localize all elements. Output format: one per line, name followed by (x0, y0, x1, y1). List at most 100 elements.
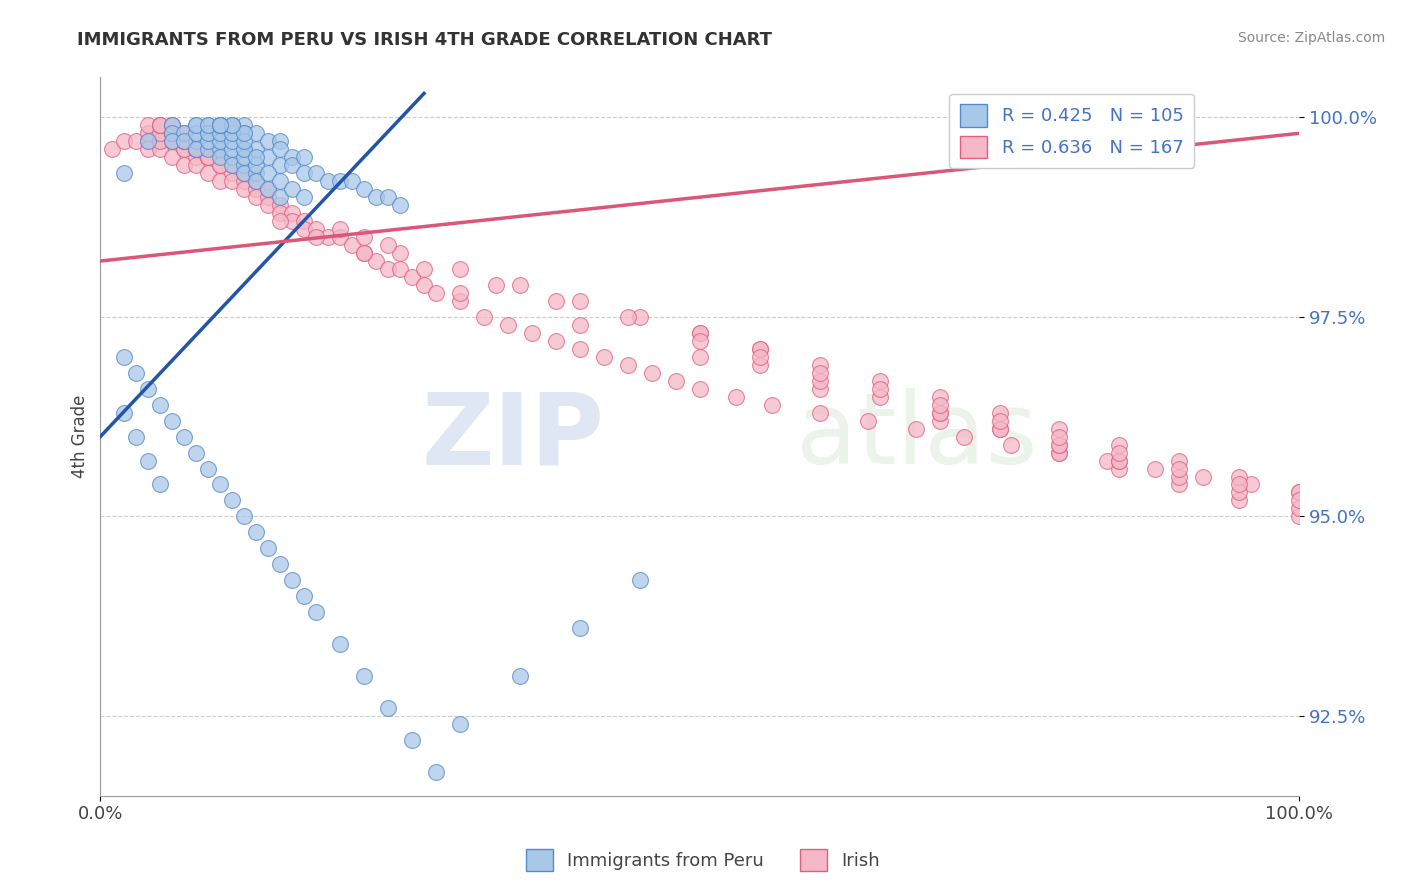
Point (748, 342, 770, 356)
Point (186, 142, 208, 156)
Point (186, 158, 208, 172)
Point (173, 134, 195, 148)
Point (101, 142, 124, 156)
Point (808, 358, 831, 372)
Point (628, 574, 651, 588)
Point (257, 198, 280, 212)
Point (808, 406, 831, 420)
Point (353, 230, 375, 244)
Point (305, 166, 328, 180)
Point (173, 134, 195, 148)
Point (162, 134, 184, 148)
Point (197, 119, 219, 133)
Point (125, 134, 148, 148)
Point (162, 414, 184, 428)
Point (245, 174, 267, 188)
Point (197, 134, 219, 148)
Point (233, 166, 256, 180)
Point (186, 150, 208, 164)
Text: ZIP: ZIP (420, 388, 603, 485)
Point (209, 150, 232, 164)
Point (568, 342, 591, 356)
Point (245, 150, 267, 164)
Point (149, 119, 172, 133)
Point (329, 222, 352, 236)
Point (904, 422, 927, 436)
Point (173, 134, 195, 148)
Point (269, 158, 291, 172)
Point (425, 764, 447, 779)
Point (112, 134, 135, 148)
Point (761, 398, 783, 412)
Point (485, 277, 508, 292)
Point (1288, 509, 1310, 524)
Legend: R = 0.425   N = 105, R = 0.636   N = 167: R = 0.425 N = 105, R = 0.636 N = 167 (949, 94, 1194, 169)
Point (329, 637, 352, 651)
Point (1240, 477, 1263, 491)
Point (592, 350, 614, 364)
Point (162, 119, 184, 133)
Point (292, 190, 315, 204)
Point (353, 246, 375, 260)
Point (1108, 453, 1130, 467)
Point (292, 589, 315, 603)
Point (869, 390, 891, 404)
Point (136, 382, 159, 396)
Point (689, 326, 711, 340)
Point (186, 142, 208, 156)
Point (808, 374, 831, 388)
Point (162, 126, 184, 140)
Point (221, 158, 243, 172)
Point (149, 119, 172, 133)
Point (520, 326, 543, 340)
Point (1097, 453, 1119, 467)
Point (186, 142, 208, 156)
Point (269, 142, 291, 156)
Point (257, 182, 280, 196)
Point (233, 166, 256, 180)
Point (305, 230, 328, 244)
Point (281, 574, 304, 588)
Point (269, 174, 291, 188)
Point (689, 382, 711, 396)
Point (472, 310, 495, 324)
Point (389, 246, 412, 260)
Point (197, 119, 219, 133)
Point (136, 134, 159, 148)
Point (449, 293, 471, 308)
Point (1288, 485, 1310, 500)
Point (340, 174, 363, 188)
Point (377, 262, 399, 277)
Point (209, 134, 232, 148)
Point (568, 621, 591, 635)
Point (413, 277, 436, 292)
Point (316, 174, 339, 188)
Point (221, 119, 243, 133)
Point (162, 119, 184, 133)
Point (149, 134, 172, 148)
Point (197, 150, 219, 164)
Point (1168, 469, 1191, 483)
Point (269, 214, 291, 228)
Point (389, 262, 412, 277)
Point (269, 206, 291, 220)
Point (952, 429, 974, 443)
Point (928, 390, 950, 404)
Point (197, 150, 219, 164)
Point (1168, 453, 1191, 467)
Point (136, 453, 159, 467)
Point (221, 174, 243, 188)
Point (449, 285, 471, 300)
Point (449, 717, 471, 731)
Legend: Immigrants from Peru, Irish: Immigrants from Peru, Irish (519, 842, 887, 879)
Point (928, 406, 950, 420)
Point (162, 119, 184, 133)
Point (1049, 437, 1071, 451)
Point (112, 166, 135, 180)
Point (173, 142, 195, 156)
Point (221, 134, 243, 148)
Point (186, 119, 208, 133)
Point (233, 119, 256, 133)
Point (305, 222, 328, 236)
Point (269, 558, 291, 572)
